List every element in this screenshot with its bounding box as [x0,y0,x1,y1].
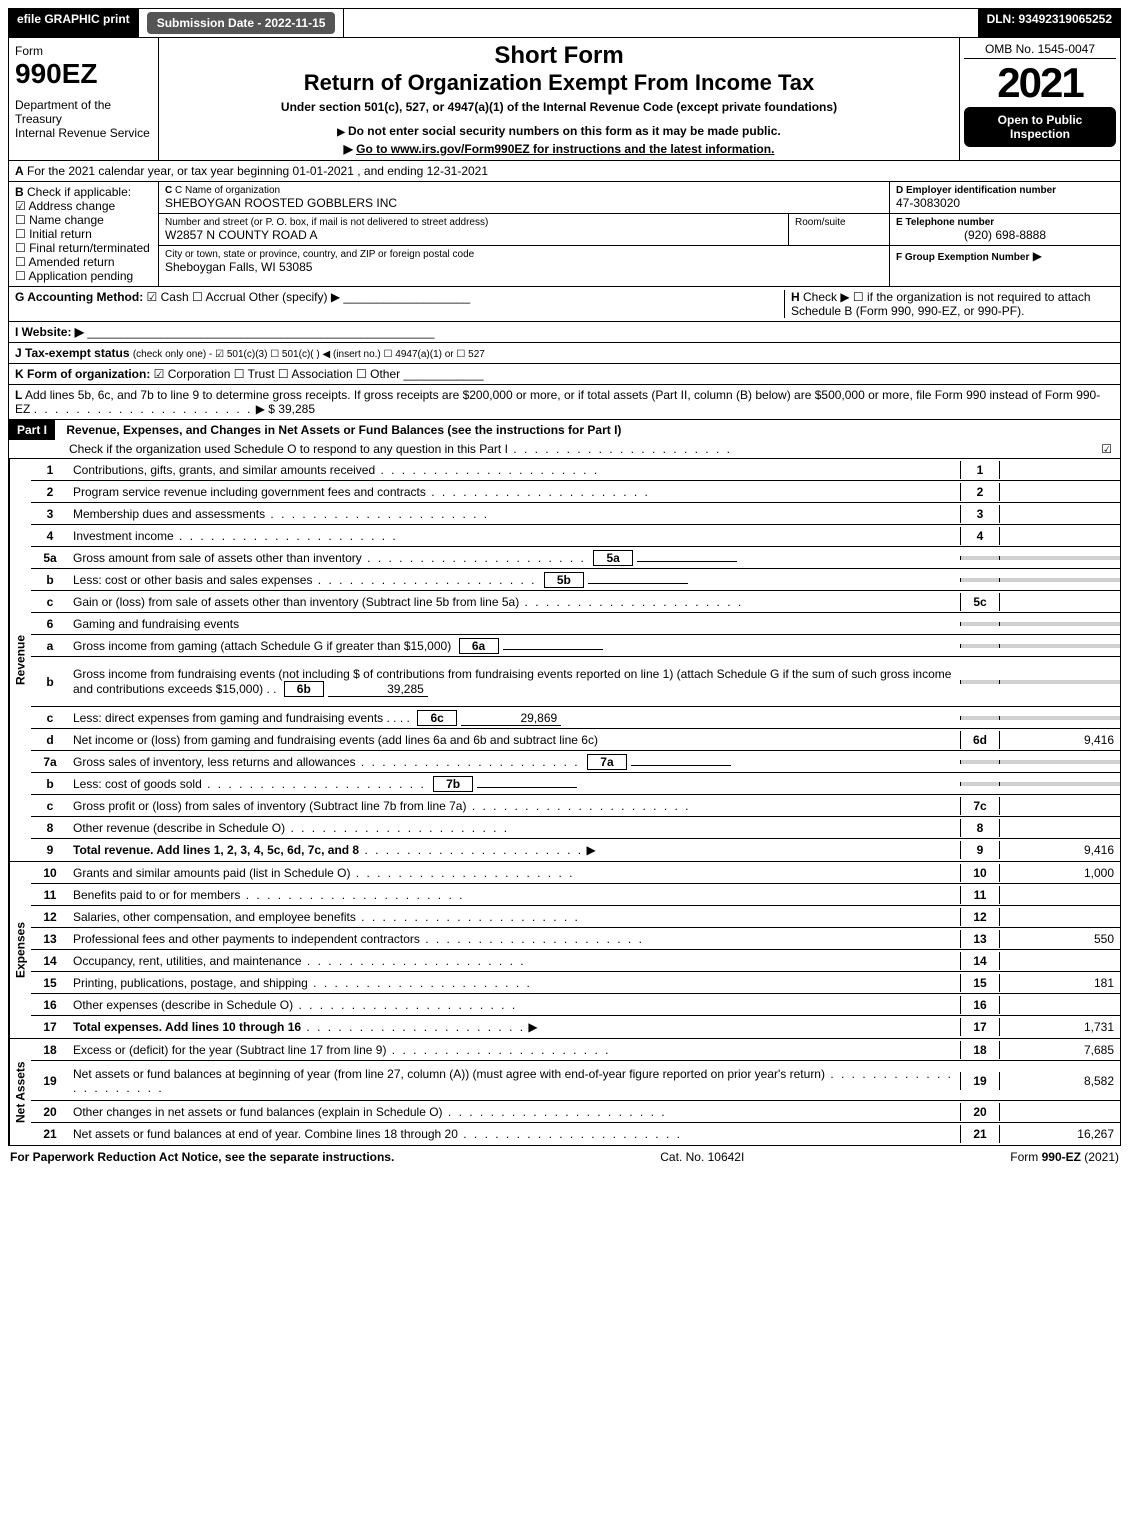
phone-label: E Telephone number [896,217,1114,228]
group-exemption-arrow: ▶ [1033,249,1042,263]
line-4: 4Investment income4 [31,525,1120,547]
dln: DLN: 93492319065252 [979,9,1120,37]
form-ref: Form 990-EZ (2021) [1010,1150,1119,1164]
line-6d: dNet income or (loss) from gaming and fu… [31,729,1120,751]
line-21: 21Net assets or fund balances at end of … [31,1123,1120,1145]
ein-label: D Employer identification number [896,185,1114,196]
line-5c: cGain or (loss) from sale of assets othe… [31,591,1120,613]
line-19-amt: 8,582 [1000,1072,1120,1090]
total-revenue-amt: 9,416 [1000,841,1120,859]
form-header: Form 990EZ Department of the Treasury In… [8,38,1121,161]
revenue-section: Revenue 1Contributions, gifts, grants, a… [8,459,1121,862]
goto-link[interactable]: ▶ Go to www.irs.gov/Form990EZ for instru… [163,142,955,156]
section-subtitle: Under section 501(c), 527, or 4947(a)(1)… [163,100,955,114]
check-final-return[interactable]: ☐ Final return/terminated [15,241,152,255]
expenses-section: Expenses 10Grants and similar amounts pa… [8,862,1121,1039]
line-6c-amt: 29,869 [461,711,561,726]
line-16: 16Other expenses (describe in Schedule O… [31,994,1120,1016]
city-state-zip: Sheboygan Falls, WI 53085 [165,260,883,274]
line-18-amt: 7,685 [1000,1041,1120,1059]
line-7a: 7aGross sales of inventory, less returns… [31,751,1120,773]
room-suite-label: Room/suite [789,214,889,245]
line-2: 2Program service revenue including gover… [31,481,1120,503]
line-10-amt: 1,000 [1000,864,1120,882]
line-6: 6Gaming and fundraising events [31,613,1120,635]
expenses-label: Expenses [9,862,31,1038]
form-word: Form [15,44,152,58]
check-address-change[interactable]: ☑ Address change [15,199,152,213]
ein-value: 47-3083020 [896,196,1114,210]
street-address: W2857 N COUNTY ROAD A [165,228,782,242]
gross-receipts-amt: $ 39,285 [268,402,315,416]
line-L: L Add lines 5b, 6c, and 7b to line 9 to … [8,385,1121,420]
line-21-amt: 16,267 [1000,1125,1120,1143]
line-6b: bGross income from fundraising events (n… [31,657,1120,707]
org-name-label: C C Name of organization [165,185,883,196]
line-13-amt: 550 [1000,930,1120,948]
check-amended-return[interactable]: ☐ Amended return [15,255,152,269]
form-code: 990EZ [15,58,152,90]
line-6c: cLess: direct expenses from gaming and f… [31,707,1120,729]
line-7b: bLess: cost of goods sold 7b [31,773,1120,795]
line-15-amt: 181 [1000,974,1120,992]
check-name-change[interactable]: ☐ Name change [15,213,152,227]
dept-treasury: Department of the Treasury Internal Reve… [15,98,152,140]
line-6b-amt: 39,285 [328,682,428,697]
line-14: 14Occupancy, rent, utilities, and mainte… [31,950,1120,972]
ssn-warning: Do not enter social security numbers on … [163,124,955,138]
line-18: 18Excess or (deficit) for the year (Subt… [31,1039,1120,1061]
line-13: 13Professional fees and other payments t… [31,928,1120,950]
line-11: 11Benefits paid to or for members11 [31,884,1120,906]
check-initial-return[interactable]: ☐ Initial return [15,227,152,241]
line-6a: aGross income from gaming (attach Schedu… [31,635,1120,657]
short-form-title: Short Form [163,42,955,70]
line-6d-amt: 9,416 [1000,731,1120,749]
accounting-accrual[interactable]: ☐ Accrual [192,290,245,304]
net-assets-section: Net Assets 18Excess or (deficit) for the… [8,1039,1121,1146]
accounting-other[interactable]: Other (specify) ▶ ___________________ [249,290,470,304]
line-19: 19Net assets or fund balances at beginni… [31,1061,1120,1101]
cat-number: Cat. No. 10642I [660,1150,744,1164]
schedule-b-note: Check ▶ ☐ if the organization is not req… [791,290,1091,318]
paperwork-notice: For Paperwork Reduction Act Notice, see … [10,1150,394,1164]
net-assets-label: Net Assets [9,1039,31,1145]
top-bar: efile GRAPHIC print Submission Date - 20… [8,8,1121,38]
row-G-H: G Accounting Method: ☑ Cash ☐ Accrual Ot… [8,287,1121,322]
part-i-checkbox[interactable]: ☑ [1101,442,1112,456]
line-K: K Form of organization: ☑ Corporation ☐ … [8,364,1121,385]
line-I: I Website: ▶ ___________________________… [8,322,1121,343]
org-name: SHEBOYGAN ROOSTED GOBBLERS INC [165,196,883,210]
group-exemption-label: F Group Exemption Number [896,252,1029,263]
line-7c: cGross profit or (loss) from sales of in… [31,795,1120,817]
line-3: 3Membership dues and assessments3 [31,503,1120,525]
total-expenses-amt: 1,731 [1000,1018,1120,1036]
city-label: City or town, state or province, country… [165,249,883,260]
part-i-header: Part I Revenue, Expenses, and Changes in… [8,420,1121,459]
efile-print[interactable]: efile GRAPHIC print [9,9,139,37]
line-10: 10Grants and similar amounts paid (list … [31,862,1120,884]
line-8: 8Other revenue (describe in Schedule O)8 [31,817,1120,839]
open-to-public: Open to Public Inspection [964,107,1116,147]
line-5a: 5aGross amount from sale of assets other… [31,547,1120,569]
line-A: A For the 2021 calendar year, or tax yea… [8,161,1121,182]
page-footer: For Paperwork Reduction Act Notice, see … [8,1146,1121,1168]
line-J: J Tax-exempt status (check only one) - ☑… [8,343,1121,364]
line-15: 15Printing, publications, postage, and s… [31,972,1120,994]
line-20: 20Other changes in net assets or fund ba… [31,1101,1120,1123]
phone-value: (920) 698-8888 [896,228,1114,242]
accounting-cash[interactable]: ☑ Cash [147,290,189,304]
line-17: 17Total expenses. Add lines 10 through 1… [31,1016,1120,1038]
line-5b: bLess: cost or other basis and sales exp… [31,569,1120,591]
line-12: 12Salaries, other compensation, and empl… [31,906,1120,928]
omb-number: OMB No. 1545-0047 [964,42,1116,59]
tax-year: 2021 [964,59,1116,107]
submission-date: Submission Date - 2022-11-15 [139,9,345,37]
identity-block: B Check if applicable: ☑ Address change … [8,182,1121,287]
line-1: 1Contributions, gifts, grants, and simil… [31,459,1120,481]
revenue-label: Revenue [9,459,31,861]
check-application-pending[interactable]: ☐ Application pending [15,269,152,283]
street-label: Number and street (or P. O. box, if mail… [165,217,782,228]
line-9: 9Total revenue. Add lines 1, 2, 3, 4, 5c… [31,839,1120,861]
return-title: Return of Organization Exempt From Incom… [163,70,955,96]
